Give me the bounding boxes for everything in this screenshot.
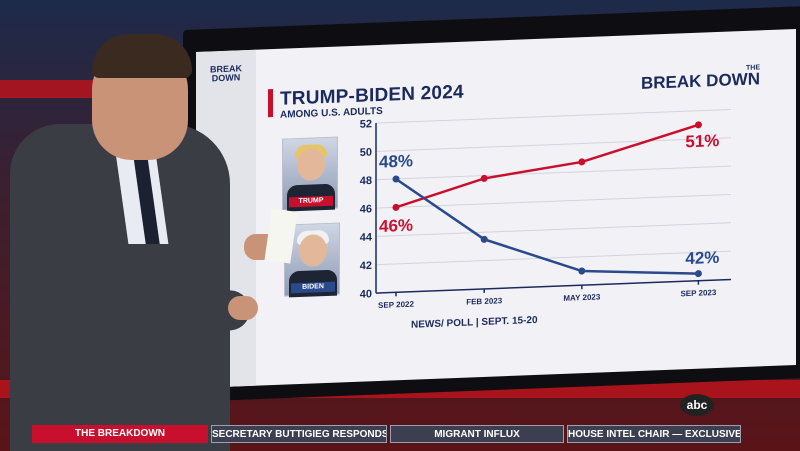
y-tick-label: 40 (360, 288, 372, 300)
breakdown-logo: THE BREAK DOWN (641, 64, 760, 93)
ticker-item: HOUSE INTEL CHAIR — EXCLUSIVE (567, 425, 741, 443)
video-wall-screen: BREAK DOWN TRUMP-BIDEN 2024 AMONG U.S. A… (196, 28, 796, 389)
series-line-biden (395, 177, 699, 275)
brand-word: BREAK DOWN (641, 69, 760, 93)
data-point-biden (480, 235, 488, 243)
poll-line-chart: 40 42 44 46 48 50 52 SEP 2022 FEB 2023 MAY 2023 SE… (360, 108, 731, 310)
news-ticker: THE BREAKDOWN SECRETARY BUTTIGIEG RESPON… (32, 425, 782, 443)
gridline (376, 165, 731, 181)
x-axis (376, 278, 731, 294)
gridline (376, 108, 731, 124)
ticker-item: MIGRANT INFLUX (390, 425, 564, 443)
data-label: 46% (379, 216, 413, 236)
data-point-trump (480, 174, 488, 182)
data-point-biden (578, 267, 586, 275)
data-label: 48% (379, 151, 413, 171)
y-tick-label: 44 (360, 232, 373, 244)
data-label: 51% (685, 131, 719, 151)
y-tick-label: 46 (360, 203, 372, 215)
y-tick-label: 48 (360, 175, 372, 187)
gridline (376, 222, 731, 237)
notes-paper (264, 208, 298, 264)
data-point-biden (392, 175, 400, 183)
presenter-hand (228, 296, 258, 320)
ticker-brand: THE BREAKDOWN (32, 425, 208, 443)
x-tick-label: SEP 2023 (680, 288, 716, 298)
data-point-trump (578, 158, 586, 166)
y-tick-label: 42 (360, 260, 372, 272)
data-point-trump (694, 121, 702, 129)
y-tick-label: 50 (360, 147, 372, 159)
y-tick-label: 52 (360, 118, 372, 130)
x-tick-label: SEP 2022 (378, 300, 414, 310)
data-point-biden (694, 270, 702, 278)
ticker-item: SECRETARY BUTTIGIEG RESPONDS (211, 425, 387, 443)
abc-logo: abc (680, 394, 714, 416)
presenter (0, 34, 300, 451)
presenter-hair (92, 34, 192, 78)
gridline (376, 250, 731, 266)
series-line-trump (395, 123, 699, 209)
gridline (376, 137, 731, 152)
x-tick-label: MAY 2023 (563, 292, 600, 302)
data-point-trump (392, 203, 400, 211)
data-label: 42% (685, 248, 719, 268)
x-tick-label: FEB 2023 (466, 296, 503, 306)
poll-source: NEWS/ POLL | SEPT. 15-20 (411, 314, 538, 331)
